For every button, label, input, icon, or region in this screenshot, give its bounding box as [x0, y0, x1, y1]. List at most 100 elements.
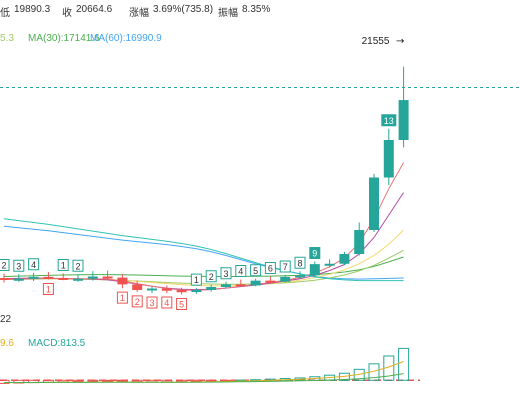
count-label: 4	[238, 267, 243, 277]
macd-legend-partial: 9.6	[0, 338, 14, 349]
count-box	[72, 259, 84, 272]
candle-body	[235, 284, 246, 287]
count-label: 3	[149, 298, 154, 308]
macd-bar	[398, 347, 410, 381]
candle-body	[73, 278, 83, 281]
candle-body	[369, 177, 379, 230]
macd-bar	[176, 379, 188, 383]
candle-body	[309, 264, 320, 276]
count-label: 8	[297, 258, 302, 268]
candle-body	[354, 230, 365, 254]
macd-panel	[0, 347, 420, 384]
candle-body	[295, 275, 305, 278]
count-box	[176, 298, 188, 310]
candle-body	[132, 284, 143, 290]
candle-body	[265, 280, 276, 283]
count-box	[116, 291, 128, 304]
axis-label-fragment: 22	[0, 314, 12, 325]
macd-bar	[102, 379, 114, 382]
candle-body	[28, 276, 39, 279]
candle-body	[191, 290, 202, 292]
count-box	[309, 247, 321, 259]
low-label: 低	[0, 8, 10, 19]
candle-body	[176, 290, 187, 293]
count-label: 7	[283, 262, 288, 272]
count-label: 2	[209, 272, 214, 282]
ma30-legend: MA(30):17141.6	[28, 33, 100, 44]
count-box	[13, 259, 25, 272]
count-label: 1	[120, 293, 125, 303]
candle-body	[161, 288, 172, 291]
change-value: 3.69%(735.8)	[153, 4, 214, 15]
candle-body	[280, 276, 291, 282]
count-box	[250, 264, 262, 277]
macd-dea-line	[4, 373, 404, 383]
candle-body	[102, 276, 113, 279]
candle-body	[383, 140, 394, 178]
count-label: 5	[253, 266, 258, 276]
macd-bar	[190, 379, 202, 382]
macd-bar	[57, 379, 69, 383]
count-box	[235, 265, 247, 277]
arrow-right-icon: →	[396, 36, 404, 47]
count-label: 2	[135, 297, 140, 307]
count-box	[28, 258, 40, 271]
count-label: 5	[179, 300, 184, 310]
candlesticks	[0, 66, 409, 295]
count-label: 1	[61, 261, 66, 271]
change-label: 涨幅	[129, 8, 149, 19]
count-box	[294, 256, 306, 269]
header-bar: 低 19890.3 收 20664.6 涨幅 3.69%(735.8) 振幅 8…	[0, 0, 520, 19]
candle-body	[87, 276, 98, 279]
candle-body	[117, 277, 128, 285]
count-label: 13	[384, 116, 394, 126]
count-label: 4	[164, 298, 169, 308]
high-price-marker: 21555 →	[362, 36, 405, 47]
count-box	[57, 259, 69, 271]
macd-bar	[205, 379, 217, 382]
candle-body	[324, 263, 335, 266]
amplitude-label: 振幅	[218, 8, 238, 19]
macd-bar	[87, 379, 99, 382]
count-box	[205, 270, 217, 283]
candle-body	[13, 278, 24, 281]
count-label: 3	[16, 261, 21, 271]
candle-body	[58, 278, 69, 280]
count-label: 3	[223, 269, 228, 279]
count-box	[381, 114, 397, 127]
count-box	[42, 283, 54, 295]
ma-line-ma30	[3, 256, 404, 277]
high-price-label: 21555	[362, 36, 390, 47]
ma-line-ma60	[3, 225, 404, 280]
count-label: 2	[75, 261, 80, 271]
count-label: 1	[46, 285, 51, 295]
count-box	[279, 260, 291, 273]
macd-bar	[0, 379, 10, 384]
candle-body	[398, 100, 409, 140]
candle-body	[206, 287, 217, 290]
close-label: 收	[62, 8, 72, 19]
count-box	[190, 273, 202, 286]
count-box	[131, 295, 143, 308]
count-box	[146, 296, 158, 309]
candle-body	[221, 284, 231, 287]
candle-body	[250, 280, 261, 286]
count-label: 9	[312, 249, 317, 259]
low-value: 19890.3	[14, 4, 51, 15]
close-value: 20664.6	[76, 4, 113, 15]
macd-bar	[72, 379, 84, 382]
count-box	[0, 259, 10, 271]
count-label: 6	[268, 264, 273, 274]
candle-body	[147, 288, 157, 291]
candle-body	[0, 278, 9, 280]
moving-average-lines	[3, 162, 405, 291]
amplitude-value: 8.35%	[242, 4, 271, 15]
ma60-legend: MA(60):16990.9	[90, 33, 162, 44]
count-box	[161, 296, 173, 309]
candle-body	[339, 254, 350, 264]
macd-legend: MACD:813.5	[28, 338, 86, 349]
ma-legend-partial: 5.3	[0, 33, 14, 44]
count-label: 1	[194, 275, 199, 285]
